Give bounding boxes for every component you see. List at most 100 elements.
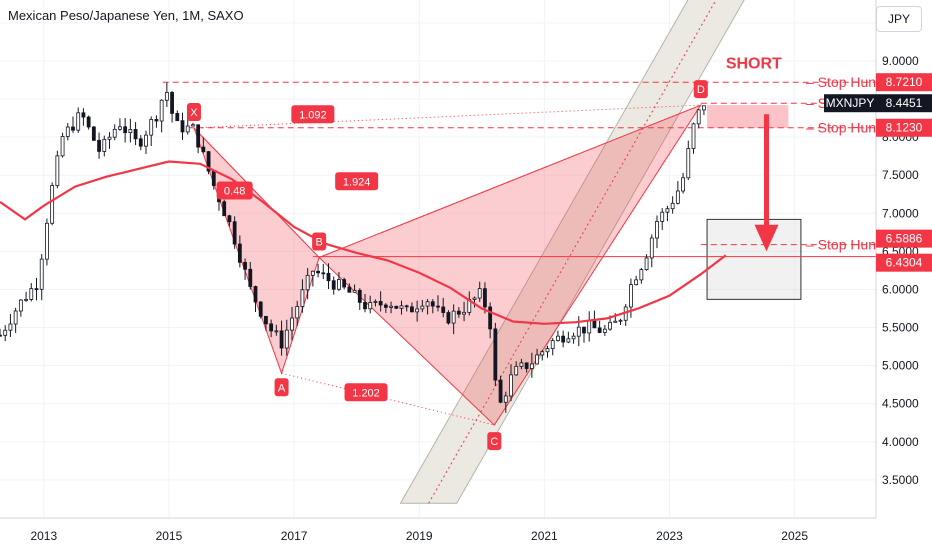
candle	[123, 126, 128, 134]
candle	[582, 326, 586, 334]
candle	[191, 124, 195, 127]
candle	[545, 348, 550, 353]
point-label: D	[697, 84, 705, 96]
price-label-bg	[876, 229, 932, 248]
candle	[86, 116, 91, 128]
candle	[566, 338, 571, 343]
stop-hunt-label: – Stop Hunt	[806, 237, 880, 253]
y-tick-label: 6.0000	[882, 282, 919, 296]
candle	[34, 288, 39, 291]
ratio-line-bd	[318, 104, 701, 258]
candle	[540, 351, 545, 356]
candle	[608, 321, 612, 330]
price-label-8-7210: 8.7210	[876, 73, 932, 92]
candle	[514, 365, 519, 376]
candle	[691, 123, 696, 149]
candle	[29, 288, 34, 300]
plot-area[interactable]	[0, 0, 876, 518]
price-label-bg	[876, 73, 932, 92]
point-badge	[312, 232, 327, 251]
candle	[0, 334, 2, 337]
candle	[378, 301, 383, 306]
candle	[227, 215, 232, 223]
candle	[253, 286, 258, 303]
candle	[597, 327, 602, 333]
candle	[180, 120, 185, 133]
candle	[237, 243, 242, 263]
candle	[133, 129, 138, 140]
candle	[368, 302, 373, 310]
y-tick-label: 5.5000	[882, 321, 919, 335]
candle	[55, 155, 60, 186]
candle	[561, 335, 566, 343]
candle	[644, 257, 649, 270]
candle	[430, 301, 435, 307]
candle	[321, 272, 326, 275]
candle	[576, 326, 581, 337]
ratio-badge: 1.202	[344, 383, 388, 402]
plot-layer: X A B C D 1.092 0.48 1.924 1.202 SHORT – Stop Hunt…	[0, 0, 880, 504]
ratio-label: 1.092	[299, 109, 327, 121]
candle	[196, 124, 201, 148]
candle	[331, 280, 336, 290]
candle	[519, 362, 524, 367]
chart-title: Mexican Peso/Japanese Yen, 1M, SAXO	[8, 8, 244, 23]
candle	[65, 126, 70, 137]
x-tick-label: 2023	[656, 529, 683, 543]
candle	[524, 362, 529, 369]
price-label-text: 8.4451	[886, 96, 923, 110]
candle	[363, 302, 367, 310]
price-label-text: 8.7210	[886, 75, 923, 89]
candle	[686, 148, 691, 179]
price-label-text: MXNJPY	[826, 96, 875, 110]
price-label-text: 8.1230	[886, 121, 923, 135]
x-tick-label: 2017	[281, 529, 308, 543]
candle	[211, 170, 216, 186]
price-label-current: 8.4451	[876, 94, 932, 113]
candle	[310, 270, 315, 276]
ratio-badge: 1.092	[291, 105, 335, 124]
candle	[175, 113, 180, 122]
candle	[326, 272, 331, 282]
candle	[305, 274, 310, 291]
time-axis[interactable]: 2013 2015 2017 2019 2021 2023 2025	[30, 529, 808, 543]
candle	[290, 317, 294, 331]
candle	[107, 136, 112, 140]
candle	[503, 395, 508, 403]
candle	[118, 126, 122, 130]
candle	[462, 311, 466, 315]
ratio-badge-bg	[216, 181, 253, 200]
candle	[97, 139, 101, 152]
candle	[3, 329, 8, 336]
price-label-bg	[876, 118, 932, 137]
ratio-line-xd	[193, 104, 701, 129]
candle	[274, 330, 279, 333]
candle	[206, 151, 211, 172]
candle	[76, 112, 81, 131]
candle	[300, 289, 305, 307]
candle	[91, 126, 96, 141]
candle	[681, 177, 685, 192]
candle	[415, 308, 420, 313]
candle	[456, 310, 461, 315]
candle	[634, 279, 639, 285]
candle	[243, 261, 247, 270]
candle	[696, 109, 701, 125]
sell-zone	[707, 105, 789, 128]
ratio-badge: 1.924	[335, 172, 379, 191]
currency-button[interactable]: JPY	[876, 6, 922, 32]
candle	[639, 269, 644, 281]
point-label: B	[315, 236, 322, 248]
candle	[357, 289, 362, 303]
ratio-badge: 0.48	[216, 181, 253, 200]
price-label-6-5886: 6.5886	[876, 229, 932, 248]
candle	[248, 268, 253, 287]
candle	[264, 315, 268, 325]
target-zone	[706, 218, 802, 300]
candle	[18, 299, 23, 312]
point-badge	[274, 378, 289, 397]
harmonic-point-b: B	[312, 232, 327, 251]
harmonic-triangle-bcd	[318, 104, 703, 426]
ratio-badge-bg	[335, 172, 379, 191]
